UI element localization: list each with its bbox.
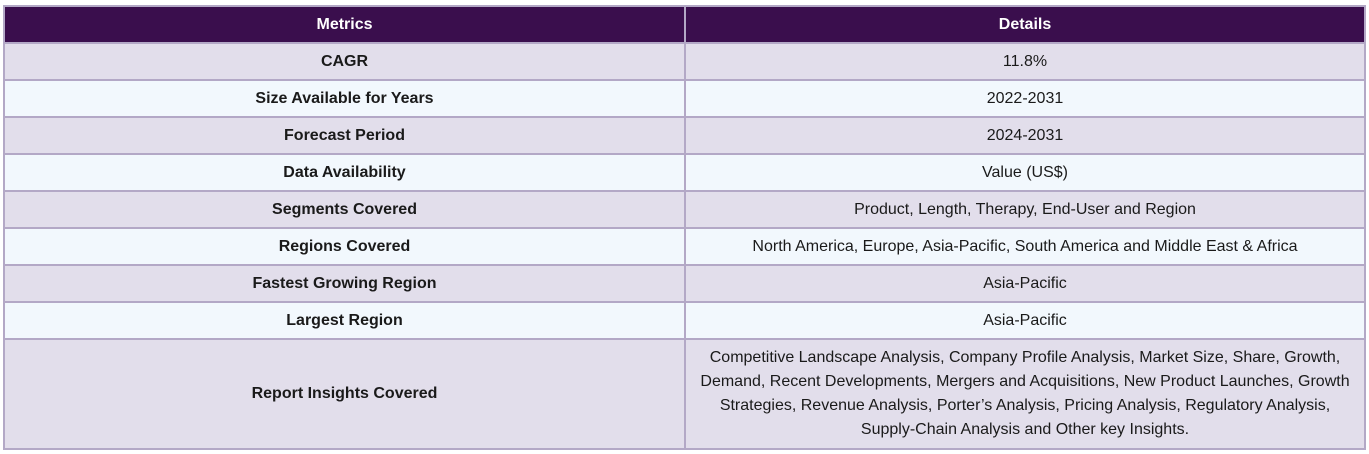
detail-cell: Product, Length, Therapy, End-User and R… [684,190,1366,229]
detail-cell: 11.8% [684,42,1366,81]
table-row: Largest Region Asia-Pacific [3,301,1366,340]
table-header-row: Metrics Details [3,5,1366,44]
table-row: Report Insights Covered Competitive Land… [3,338,1366,450]
metric-cell: Regions Covered [3,227,686,266]
table-row: Fastest Growing Region Asia-Pacific [3,264,1366,303]
header-details: Details [684,5,1366,44]
metric-cell: CAGR [3,42,686,81]
metric-cell: Data Availability [3,153,686,192]
detail-cell: Asia-Pacific [684,264,1366,303]
detail-cell: Competitive Landscape Analysis, Company … [684,338,1366,450]
detail-cell: 2024-2031 [684,116,1366,155]
table-row: Segments Covered Product, Length, Therap… [3,190,1366,229]
report-metrics-table-container: Metrics Details CAGR 11.8% Size Availabl… [3,5,1366,450]
header-metrics: Metrics [3,5,686,44]
table-row: CAGR 11.8% [3,42,1366,81]
metric-cell: Segments Covered [3,190,686,229]
detail-cell: Asia-Pacific [684,301,1366,340]
metric-cell: Size Available for Years [3,79,686,118]
detail-cell: Value (US$) [684,153,1366,192]
table-row: Size Available for Years 2022-2031 [3,79,1366,118]
metric-cell: Largest Region [3,301,686,340]
table-row: Data Availability Value (US$) [3,153,1366,192]
table-row: Regions Covered North America, Europe, A… [3,227,1366,266]
metric-cell: Forecast Period [3,116,686,155]
detail-cell: North America, Europe, Asia-Pacific, Sou… [684,227,1366,266]
table-row: Forecast Period 2024-2031 [3,116,1366,155]
detail-cell: 2022-2031 [684,79,1366,118]
metric-cell: Fastest Growing Region [3,264,686,303]
report-metrics-table: Metrics Details CAGR 11.8% Size Availabl… [3,5,1366,450]
metric-cell: Report Insights Covered [3,338,686,450]
